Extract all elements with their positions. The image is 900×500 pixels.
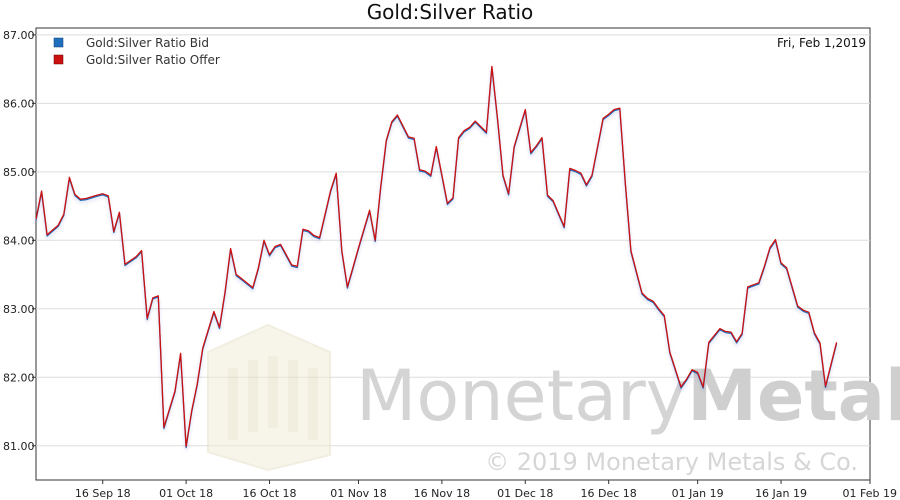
x-tick-label: 01 Dec 18 <box>497 487 553 500</box>
chart-date: Fri, Feb 1,2019 <box>777 36 866 50</box>
legend-label-offer: Gold:Silver Ratio Offer <box>86 53 220 67</box>
x-tick-label: 01 Oct 18 <box>159 487 213 500</box>
watermark-text-light: Monetary <box>356 355 687 437</box>
x-tick-label: 16 Nov 18 <box>414 487 470 500</box>
watermark-bar-icon <box>288 360 298 432</box>
watermark-text-bold: Metals <box>687 355 900 437</box>
watermark-bar-icon <box>308 368 318 440</box>
grid-lines <box>36 34 870 447</box>
watermark-bar-icon <box>228 368 238 440</box>
x-tick-label: 16 Oct 18 <box>243 487 297 500</box>
legend-label-bid: Gold:Silver Ratio Bid <box>86 36 209 50</box>
y-tick-label: 83.00 <box>3 303 35 316</box>
y-tick-label: 84.00 <box>3 234 35 247</box>
x-tick-label: 16 Jan 19 <box>755 487 807 500</box>
chart-title: Gold:Silver Ratio <box>367 0 534 24</box>
x-axis: 16 Sep 18 01 Oct 18 16 Oct 18 01 Nov 18 16 N… <box>75 480 897 500</box>
legend: Gold:Silver Ratio Bid Gold:Silver Ratio … <box>53 36 220 67</box>
y-tick-label: 85.00 <box>3 166 35 179</box>
x-tick-label: 16 Dec 18 <box>581 487 637 500</box>
y-axis: 87.00 86.00 85.00 84.00 83.00 82.00 81.00 <box>3 29 36 453</box>
x-tick-label: 01 Jan 19 <box>672 487 724 500</box>
x-tick-label: 01 Nov 18 <box>330 487 386 500</box>
y-tick-label: 87.00 <box>3 29 35 42</box>
legend-swatch-offer <box>53 54 64 65</box>
series-lines <box>35 65 838 449</box>
watermark-logo <box>207 323 331 472</box>
y-tick-label: 86.00 <box>3 97 35 110</box>
watermark-copyright: © 2019 Monetary Metals & Co. <box>485 448 858 476</box>
legend-swatch-bid <box>53 37 64 48</box>
x-tick-label: 16 Sep 18 <box>75 487 131 500</box>
series-line-offer <box>35 65 838 448</box>
y-tick-label: 82.00 <box>3 371 35 384</box>
y-tick-label: 81.00 <box>3 440 35 453</box>
x-tick-label: 01 Feb 19 <box>843 487 897 500</box>
watermark-bar-icon <box>248 360 258 432</box>
watermark-bar-icon <box>268 356 278 428</box>
